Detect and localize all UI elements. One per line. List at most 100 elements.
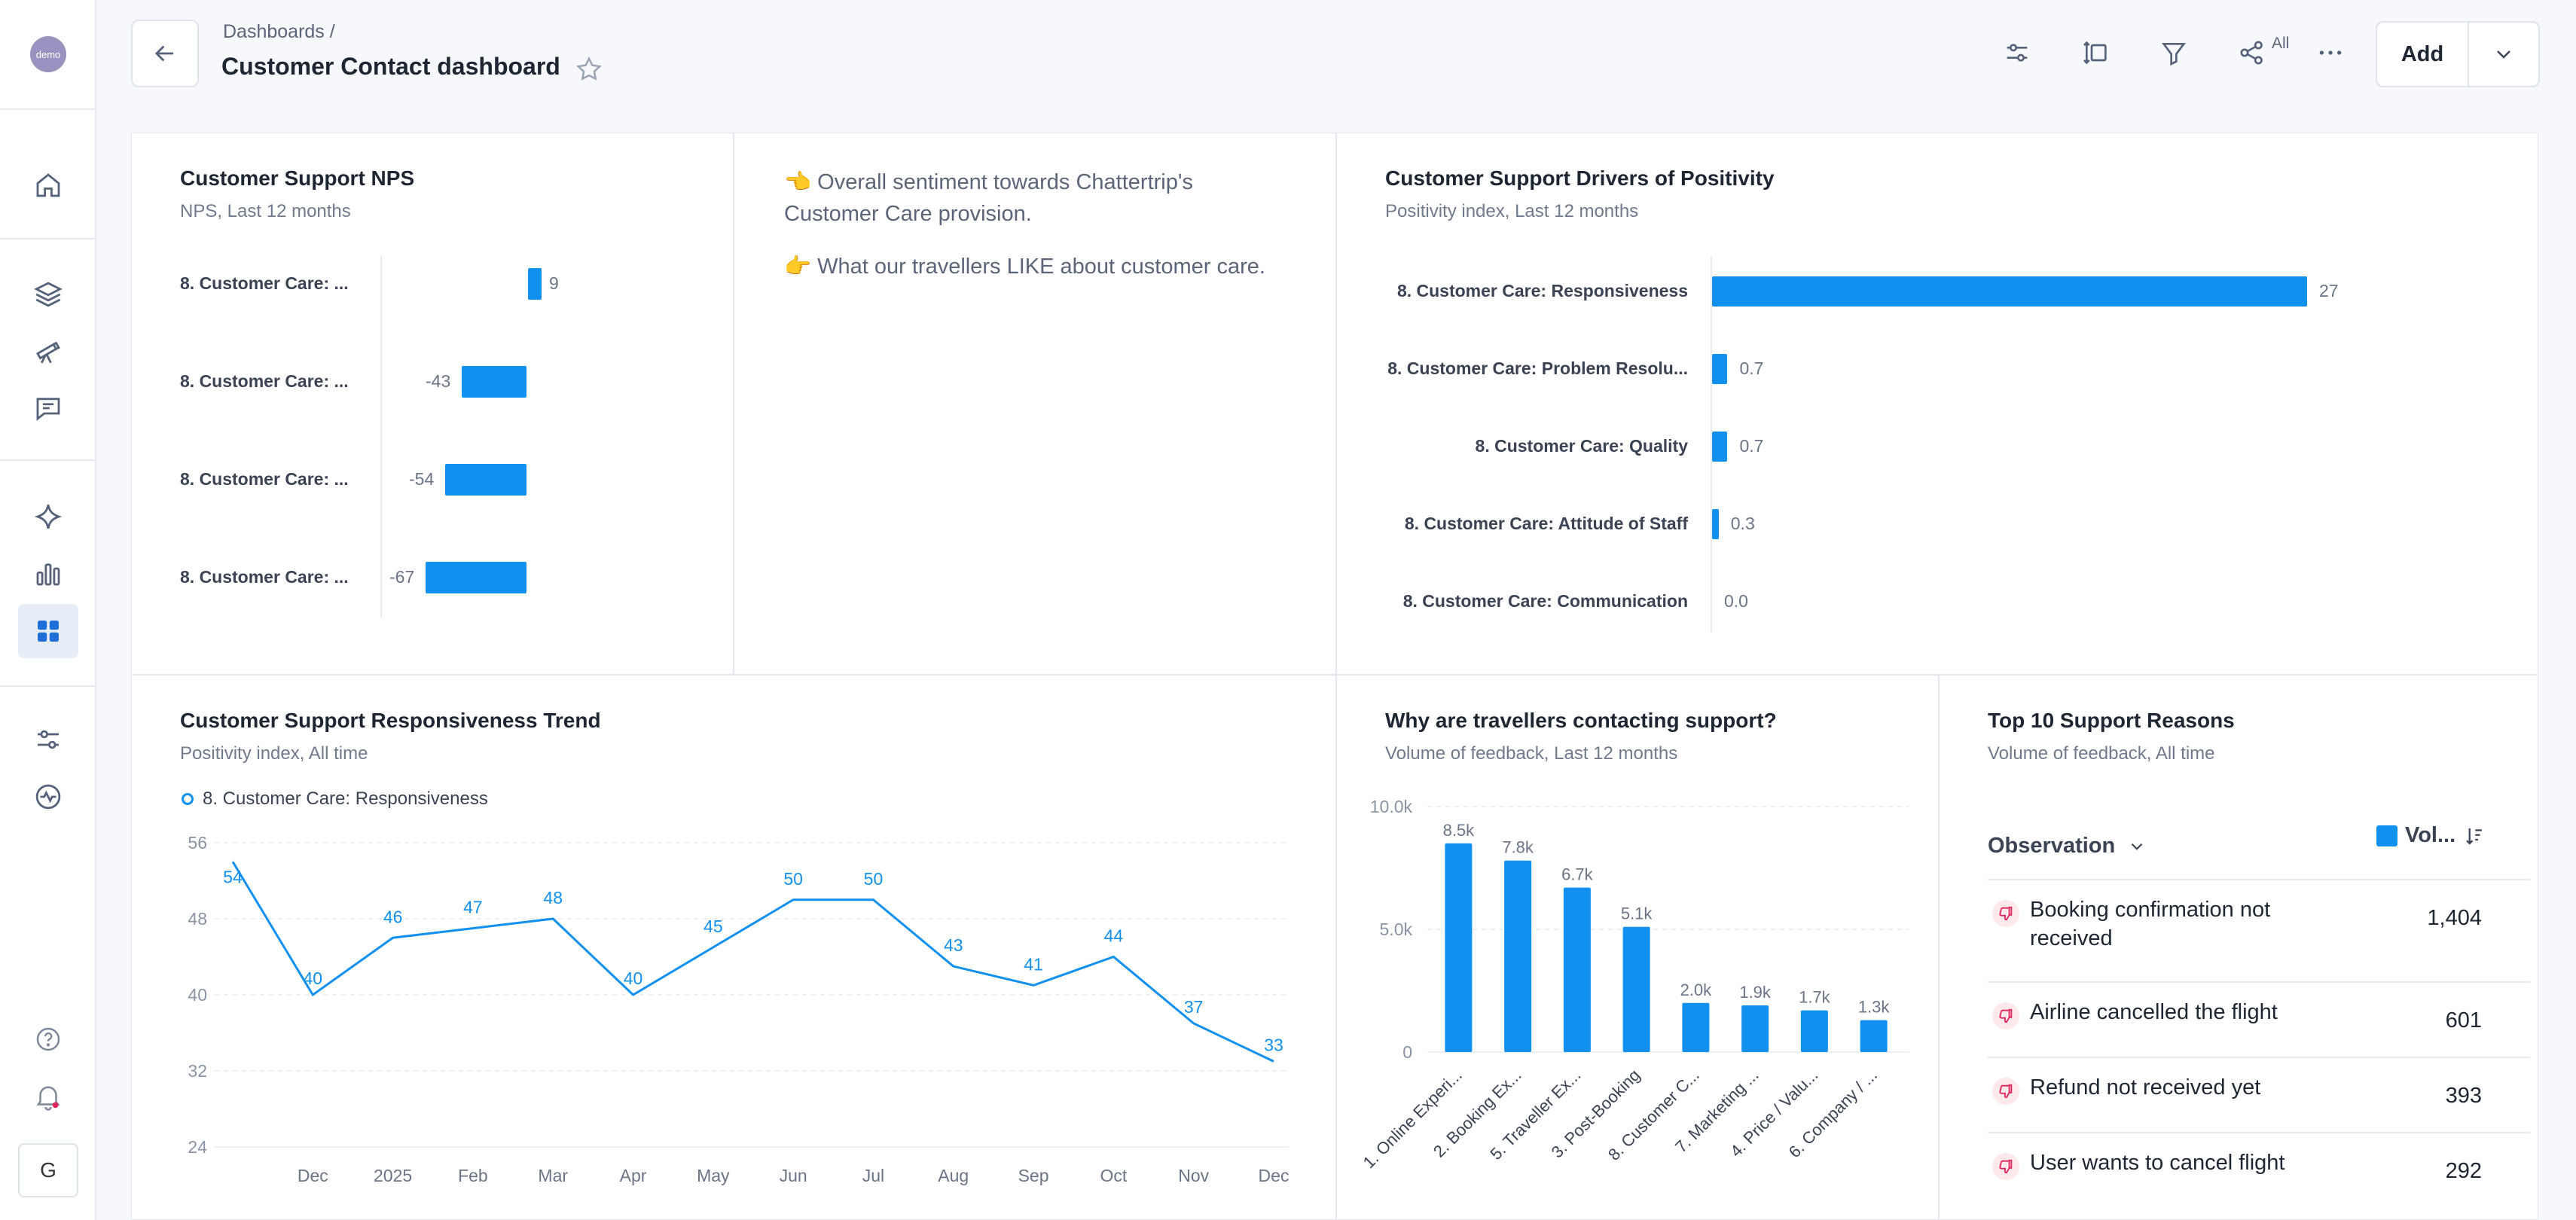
volume-column-header[interactable]: Vol... [2376,823,2486,848]
bar-category-label: 8. Customer Care: ... [180,469,349,489]
data-label: 50 [783,869,803,889]
panel-subtitle: Volume of feedback, Last 12 months [1385,743,1678,764]
y-tick-label: 40 [188,985,207,1005]
contact-bar[interactable] [1682,1002,1710,1052]
add-dropdown-button[interactable] [2469,23,2538,86]
chevron-down-icon [2132,843,2143,851]
thumbs-down-icon [1992,1002,2019,1029]
data-label: 48 [543,888,563,907]
share-scope-label[interactable]: All [2272,35,2290,52]
user-avatar[interactable]: G [18,1143,78,1197]
text-line: 👈 Overall sentiment towards Chattertrip'… [784,170,1193,194]
contact-bar[interactable] [1741,1005,1769,1052]
axis-line [380,255,382,617]
bar-value-label: -43 [426,371,451,391]
x-tick-label: Sep [1018,1166,1049,1185]
share-icon[interactable] [2234,35,2270,71]
nps-bar[interactable] [445,464,526,496]
driver-bar[interactable] [1712,354,1728,384]
x-tick-label: Apr [620,1166,647,1185]
workspace-logo[interactable]: demo [30,36,66,72]
data-label: 5.1k [1621,904,1653,923]
bar-category-label: 8. Customer Care: ... [180,371,349,391]
table-row[interactable]: Airline cancelled the flight 601 [1988,981,2530,1057]
drivers-panel[interactable]: Customer Support Drivers of Positivity P… [1336,133,2538,675]
column-label: Observation [1988,834,2116,858]
contact-bar[interactable] [1445,843,1473,1052]
y-tick-label: 56 [188,833,207,852]
driver-bar[interactable] [1712,276,2307,307]
data-label: 6.7k [1561,865,1594,884]
breadcrumb[interactable]: Dashboards / [223,21,335,42]
trend-panel[interactable]: Customer Support Responsiveness Trend Po… [131,675,1336,1220]
reasons-panel[interactable]: Top 10 Support Reasons Volume of feedbac… [1939,675,2538,1220]
home-icon[interactable] [18,158,78,212]
sidebar-divider [0,685,96,687]
filter-settings-icon[interactable] [1999,35,2035,71]
x-tick-label: 2025 [374,1166,412,1185]
panel-title: Customer Support Drivers of Positivity [1385,166,1775,190]
nps-bar[interactable] [426,562,526,593]
nps-panel[interactable]: Customer Support NPS NPS, Last 12 months… [131,133,734,675]
contact-panel[interactable]: Why are travellers contacting support? V… [1336,675,1939,1220]
help-icon[interactable] [18,1012,78,1066]
x-tick-label: Oct [1100,1166,1127,1185]
bar-value-label: -54 [409,469,435,489]
y-tick-label: 24 [188,1137,207,1157]
star-icon[interactable] [574,54,604,84]
nps-bar[interactable] [528,268,542,300]
driver-bar[interactable] [1712,432,1728,462]
bell-icon[interactable] [18,1069,78,1124]
thumbs-down-icon [1992,1153,2019,1180]
data-label: 40 [304,968,323,988]
layers-icon[interactable] [18,267,78,321]
data-label: 54 [223,867,243,886]
nps-bar[interactable] [462,366,526,398]
contact-bar[interactable] [1563,887,1591,1052]
back-button[interactable] [131,20,199,87]
table-row[interactable]: Booking confirmation not received 1,404 [1988,879,2530,981]
axis-line [1711,255,1712,632]
driver-bar[interactable] [1712,509,1719,539]
telescope-icon[interactable] [18,324,78,378]
sparkle-icon[interactable] [18,490,78,544]
y-tick-label: 48 [188,909,207,929]
settings-sliders-icon[interactable] [18,712,78,767]
panel-subtitle: Positivity index, Last 12 months [1385,201,1639,221]
funnel-filter-icon[interactable] [2156,35,2192,71]
data-label: 46 [383,907,403,926]
sort-descending-icon[interactable] [2463,825,2486,847]
data-label: 45 [704,917,723,936]
contact-bar[interactable] [1800,1010,1828,1052]
more-icon[interactable] [2312,35,2349,71]
bar-value-label: 0.3 [1730,514,1755,533]
bar-category-label: 8. Customer Care: Problem Resolu... [1387,358,1688,378]
contact-bar[interactable] [1504,860,1532,1052]
bar-value-label: 9 [549,273,559,293]
data-label: 1.3k [1858,998,1891,1017]
chevron-down-icon [2497,50,2510,59]
bar-chart-icon[interactable] [18,547,78,601]
contact-bar[interactable] [1860,1020,1888,1052]
trend-line[interactable] [231,861,1274,1063]
observation-column-header[interactable]: Observation [1988,834,2147,859]
layout-icon[interactable] [2077,35,2114,71]
chart-legend[interactable]: 8. Customer Care: Responsiveness [182,788,488,810]
panel-title: Why are travellers contacting support? [1385,709,1777,732]
y-tick-label: 32 [188,1061,207,1081]
x-tick-label: Aug [938,1166,969,1185]
table-row[interactable]: User wants to cancel flight 292 [1988,1132,2530,1207]
contact-bar[interactable] [1622,926,1650,1052]
y-tick-label: 5.0k [1380,920,1413,939]
sidebar-divider [0,238,96,239]
message-icon[interactable] [18,381,78,435]
text-panel[interactable]: 👈 Overall sentiment towards Chattertrip'… [734,133,1336,675]
thumbs-down-icon [1992,1078,2019,1105]
reason-value: 1,404 [2427,906,2482,930]
add-button[interactable]: Add [2377,23,2469,86]
dashboard-icon[interactable] [18,604,78,658]
trend-line-chart[interactable]: 24 32 40 48 56 54 40 46 47 48 40 45 50 50 43 41 44 37 33 De… [132,676,1337,1220]
table-row[interactable]: Refund not received yet 393 [1988,1057,2530,1132]
activity-icon[interactable] [18,770,78,824]
